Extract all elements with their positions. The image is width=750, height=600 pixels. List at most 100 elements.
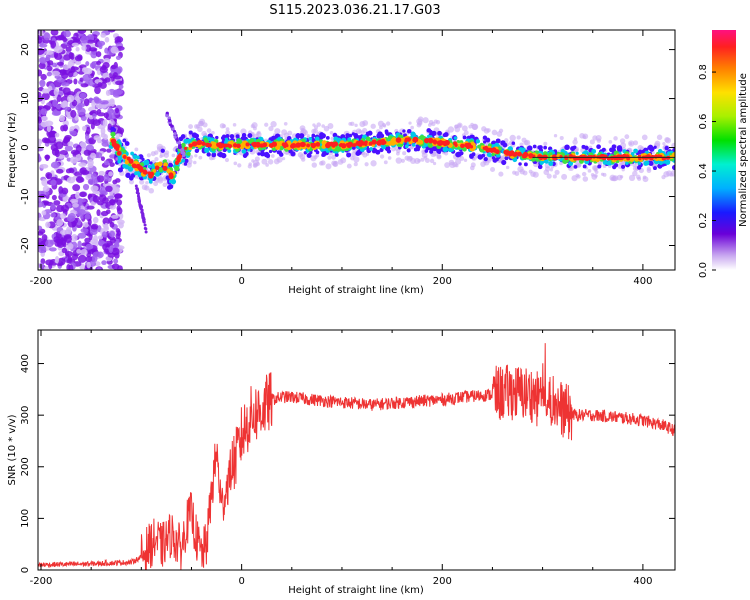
spectrogram-ridge-dot (532, 144, 537, 149)
spectrogram-streak-dot (178, 145, 182, 149)
spectrogram-noise-dot (111, 263, 120, 270)
spectrogram-ridge-dot (255, 141, 261, 147)
spectrogram-halo-dot (274, 128, 281, 135)
snr-y-tick-label: 400 (20, 354, 31, 373)
spectrogram-ridge-dot (432, 139, 438, 144)
spectrogram-noise-dot (38, 62, 46, 70)
spectrogram-halo-dot (390, 146, 396, 152)
spectrogram-noise-dot (101, 231, 108, 238)
spectrogram-noise-dot (107, 195, 115, 200)
spectrogram-noise-dot (38, 231, 44, 236)
spectrogram-halo-dot (299, 125, 306, 132)
spectrogram-noise-dot (77, 197, 84, 204)
spectrogram-noise-dot (92, 119, 101, 126)
spectrogram-ridge-dot (591, 148, 597, 154)
snr-line (38, 343, 675, 570)
spectrogram-ridge-dot (203, 137, 208, 142)
spectrogram-ridge-dot (402, 129, 406, 133)
spectrogram-streak-dot (137, 197, 141, 201)
spectrogram-ridge-dot (406, 137, 412, 142)
spectrogram-noise-dot (104, 77, 111, 83)
spectrogram-streak-dot (168, 118, 172, 123)
spectrogram-ridge-dot (125, 172, 131, 179)
spectrogram-halo-dot (402, 151, 407, 156)
spectrogram-noise-dot (41, 178, 49, 187)
spectrogram-noise-dot (118, 222, 124, 229)
spectrogram-halo-dot (311, 162, 318, 168)
spectrogram-halo-dot (597, 161, 602, 165)
spectrogram-noise-dot (93, 235, 98, 243)
spectrogram-noise-dot (75, 191, 81, 200)
spectrogram-ridge-dot (163, 162, 168, 168)
spectrogram-ridge-dot (180, 134, 186, 139)
spectrogram-noise-dot (39, 79, 46, 88)
colorbar-tick-label: 0.8 (698, 64, 709, 80)
spectrogram-noise-dot (51, 194, 57, 201)
spectrogram-halo-dot (327, 123, 334, 129)
spectrogram-halo-dot (619, 138, 626, 144)
spectrogram-noise-dot (41, 88, 50, 94)
spectrogram-noise-dot (90, 173, 97, 180)
spectrogram-ridge-dot (633, 148, 639, 154)
spectrogram-ridge-dot (429, 146, 435, 152)
spectrogram-halo-dot (211, 130, 215, 135)
spectrogram-ridge-dot (130, 151, 135, 156)
spectrogram-halo-dot (435, 120, 441, 125)
spectrogram-noise-dot (46, 71, 52, 77)
spectrogram-noise-dot (74, 95, 80, 101)
spectrogram-ridge-dot (188, 143, 193, 148)
spectrogram-noise-dot (73, 78, 78, 85)
spectrogram-ridge-dot (183, 146, 188, 150)
colorbar-gradient (712, 30, 736, 270)
spectrogram-halo-dot (549, 168, 554, 172)
spectrogram-noise-dot (77, 240, 82, 249)
spectrogram-noise-dot (103, 173, 110, 181)
spectrogram-noise-dot (96, 137, 102, 144)
spectrogram-ridge-dot (664, 159, 671, 165)
spectrogram-halo-dot (593, 168, 598, 172)
spectrogram-halo-dot (628, 174, 636, 181)
spectrogram-noise-dot (104, 36, 110, 43)
spectrogram-ridge-dot (204, 147, 210, 153)
spectrogram-halo-dot (579, 133, 585, 139)
spectrogram-ridge-dot (168, 173, 174, 180)
spectrogram-ridge-dot (386, 146, 391, 150)
spectrogram-streak-dot (135, 187, 139, 191)
spectrogram-halo-dot (420, 157, 425, 162)
spectrogram-noise-dot (80, 35, 89, 44)
spectrogram-ridge-dot (363, 142, 368, 146)
spectrogram-noise-dot (60, 204, 69, 213)
spectrogram-noise-dot (87, 159, 94, 166)
spectrogram-ridge-dot (241, 149, 247, 154)
spectrogram-ridge-dot (664, 145, 669, 151)
spectrogram-halo-dot (642, 175, 647, 180)
spectrogram-halo-dot (329, 130, 334, 135)
spectrogram-ridge-dot (154, 165, 160, 171)
spectrogram-ridge-dot (437, 140, 443, 146)
spectrogram-halo-dot (546, 173, 552, 179)
spectrogram-ridge-dot (142, 169, 148, 175)
spectrogram-noise-dot (84, 44, 92, 52)
spectrogram-ridge-dot (413, 147, 418, 152)
spectrogram-noise-dot (90, 223, 99, 230)
spectrogram-halo-dot (456, 122, 463, 129)
spectrogram-noise-dot (45, 154, 50, 162)
spectrogram-ridge-dot (649, 146, 655, 152)
spectrogram-ridge-dot (477, 144, 482, 149)
spectrogram-ridge-dot (118, 155, 123, 160)
spectrogram-noise-dot (67, 72, 74, 78)
spectrogram-halo-dot (153, 150, 159, 155)
spectrogram-ridge-dot (495, 138, 501, 144)
snr-x-axis-label: Height of straight line (km) (288, 585, 424, 596)
spectrogram-ridge-dot (427, 134, 431, 139)
spectrogram-noise-dot (108, 171, 114, 177)
spectrogram-ridge-dot (220, 136, 225, 140)
spectrogram-halo-dot (575, 173, 580, 178)
spectrogram-streak-dot (144, 227, 148, 231)
spectrogram-halo-dot (530, 171, 536, 177)
spectrogram-halo-dot (496, 131, 503, 137)
spectrogram-ridge-dot (521, 147, 526, 153)
spectrogram-noise-dot (107, 114, 116, 120)
spectrogram-halo-dot (379, 125, 383, 130)
spectrogram-streak-dot (167, 116, 171, 120)
